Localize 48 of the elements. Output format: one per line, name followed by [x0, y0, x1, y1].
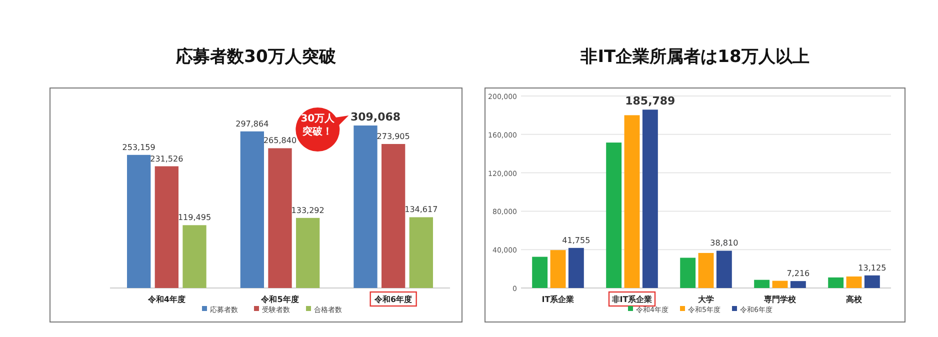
bar	[154, 166, 178, 288]
x-tick-label: 非IT系企業	[610, 295, 652, 304]
bar	[409, 217, 433, 288]
data-label: 134,617	[404, 205, 438, 214]
bar	[680, 258, 696, 288]
bar	[846, 276, 862, 288]
annotation: 30万人突破！	[300, 112, 336, 138]
data-label: 297,864	[236, 119, 269, 128]
x-tick-label: 令和4年度	[146, 294, 186, 304]
bar	[624, 115, 640, 288]
bar	[240, 131, 264, 288]
x-tick-label: 大学	[698, 295, 714, 304]
x-tick-label: 令和6年度	[374, 294, 412, 304]
x-tick-label: IT系企業	[542, 295, 574, 304]
bar	[828, 277, 844, 288]
data-label: 13,125	[858, 263, 886, 272]
bar	[790, 281, 806, 288]
data-label: 119,495	[178, 213, 212, 222]
bar	[382, 144, 406, 288]
x-tick-label: 令和5年度	[260, 294, 299, 304]
bar	[772, 280, 788, 288]
bar	[716, 250, 732, 288]
data-label: 253,159	[122, 142, 156, 152]
data-label: 133,292	[291, 206, 324, 215]
bar	[268, 148, 292, 288]
data-label: 38,810	[710, 238, 738, 248]
bar	[642, 110, 658, 288]
bar	[182, 225, 206, 288]
data-label: 309,068	[350, 110, 401, 124]
bar	[296, 218, 320, 288]
data-label: 231,526	[150, 154, 184, 164]
bar	[754, 280, 770, 288]
bar	[127, 154, 151, 288]
x-tick-label: 専門学校	[763, 295, 797, 304]
data-label: 7,216	[786, 269, 810, 278]
chart-title: 応募者数30万人突破	[175, 47, 337, 67]
bar	[864, 275, 880, 288]
x-tick-label: 高校	[846, 294, 863, 304]
bar	[532, 256, 548, 288]
bar	[698, 252, 714, 288]
bar	[606, 142, 622, 288]
bar	[568, 248, 584, 288]
data-label: 265,840	[263, 136, 297, 146]
data-label: 41,755	[562, 236, 590, 245]
chart-title: 非IT企業所属者は18万人以上	[580, 47, 810, 67]
bar	[550, 250, 566, 288]
bar	[354, 126, 378, 288]
data-label: 185,789	[625, 94, 676, 108]
